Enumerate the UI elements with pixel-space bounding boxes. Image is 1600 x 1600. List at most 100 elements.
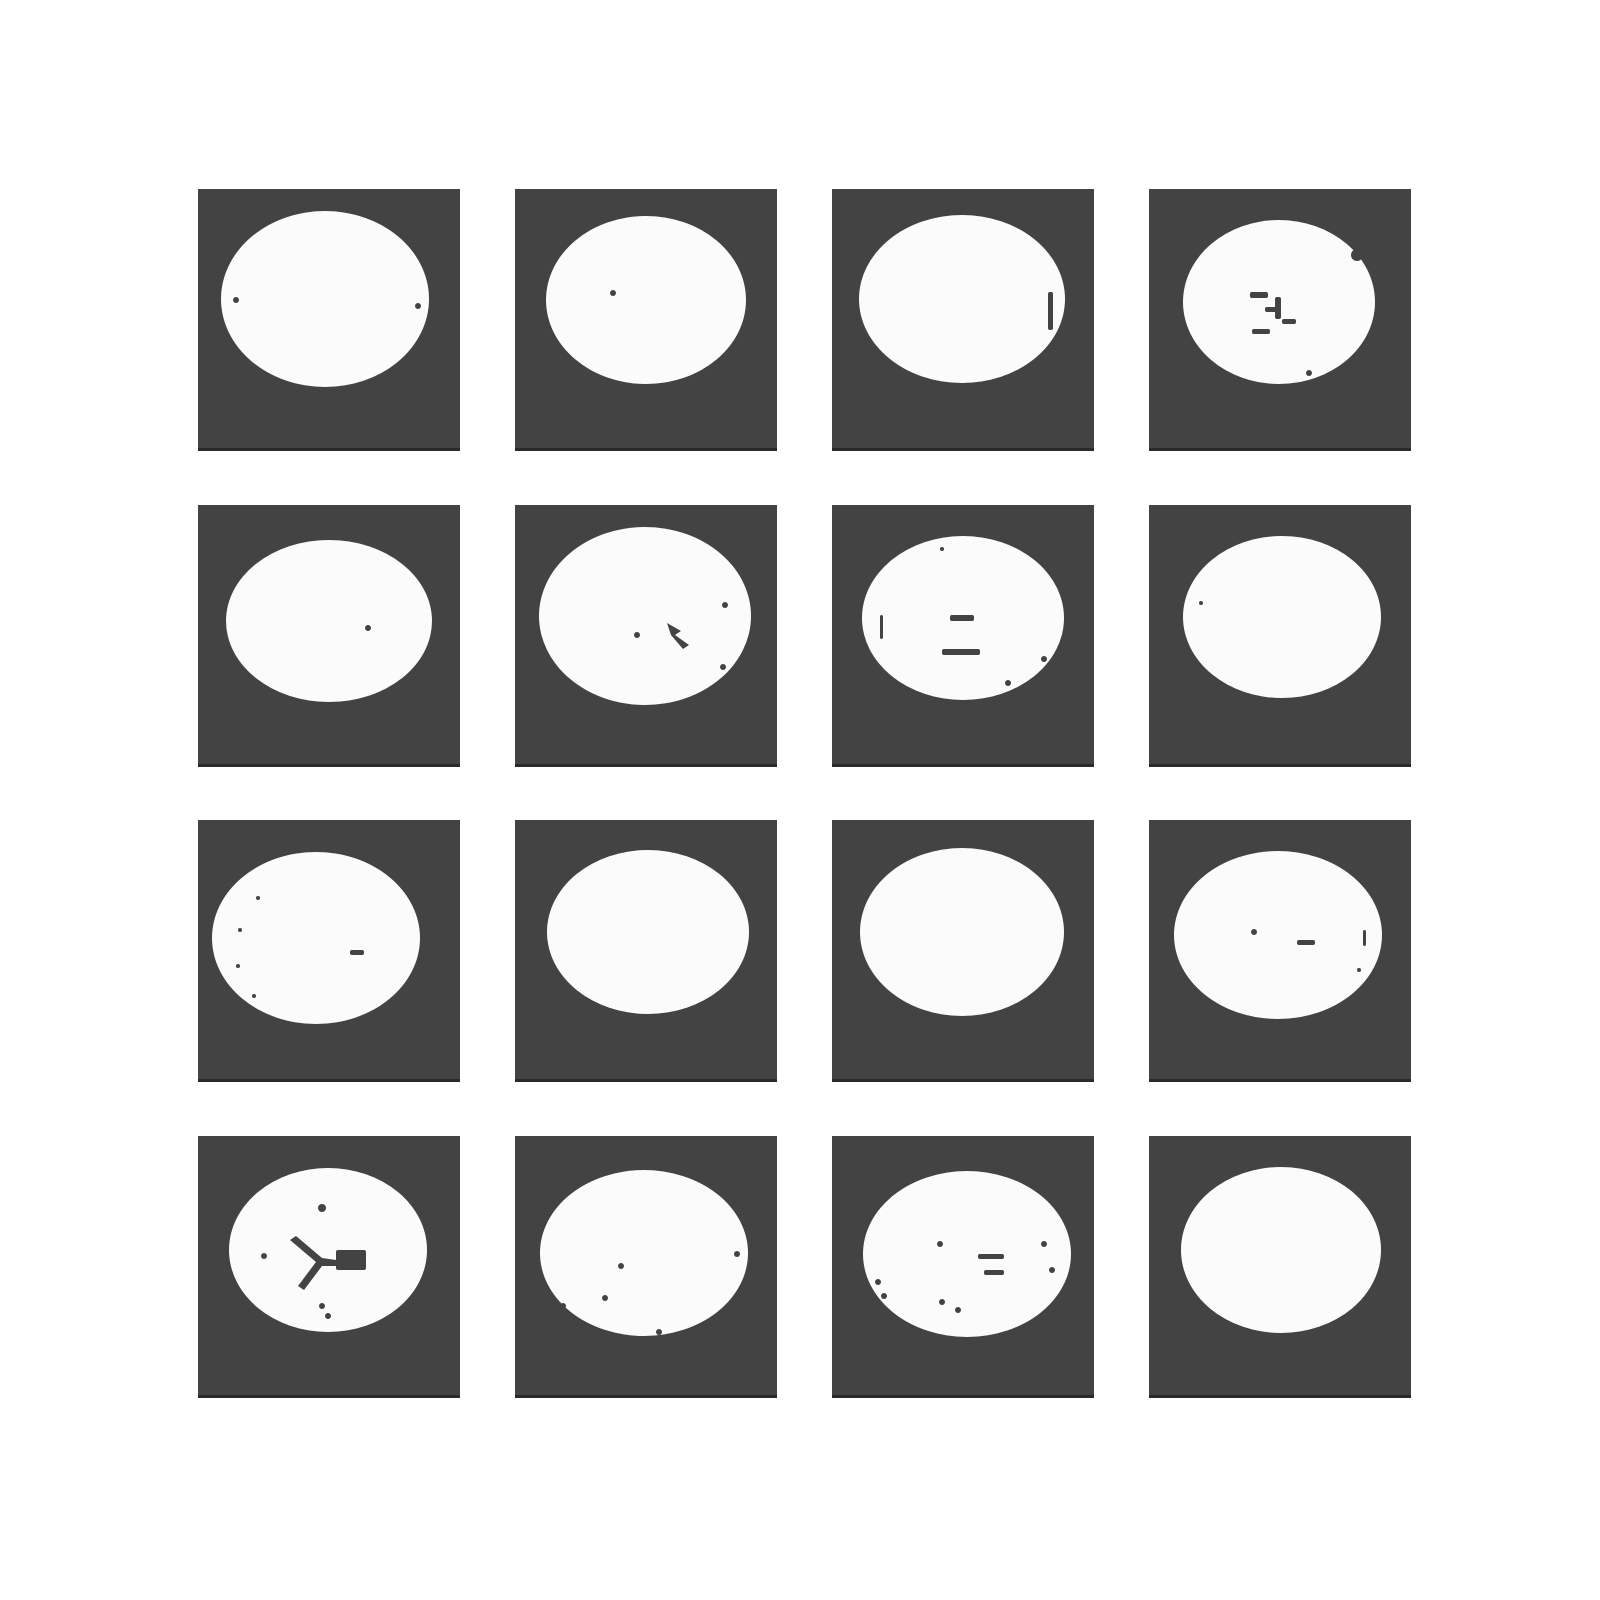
mask-blob xyxy=(1174,851,1382,1019)
mask-blob xyxy=(546,216,746,384)
mask-hole xyxy=(256,896,260,900)
panel-bottom-edge xyxy=(1149,1395,1411,1398)
mask-blob xyxy=(860,848,1064,1016)
mask-image xyxy=(515,505,777,767)
mask-image xyxy=(832,1136,1094,1398)
mask-hole xyxy=(602,1295,608,1301)
mask-hole xyxy=(1282,319,1296,324)
panel-bottom-edge xyxy=(832,1079,1094,1082)
panel-bottom-edge xyxy=(198,1395,460,1398)
mask-hole xyxy=(1351,249,1363,261)
mask-image xyxy=(1149,1136,1411,1398)
mask-image xyxy=(198,189,460,451)
mask-hole xyxy=(252,994,256,998)
mask-hole xyxy=(984,1270,1004,1275)
mask-panel-3 xyxy=(832,189,1094,451)
mask-hole xyxy=(667,623,689,649)
panel-bottom-edge xyxy=(515,448,777,451)
mask-hole xyxy=(618,1263,624,1269)
mask-panel-13 xyxy=(198,1136,460,1398)
mask-hole xyxy=(875,1279,881,1285)
panel-bottom-edge xyxy=(832,1395,1094,1398)
panel-bottom-edge xyxy=(832,764,1094,767)
mask-hole xyxy=(955,1307,961,1313)
panel-bottom-edge xyxy=(1149,764,1411,767)
mask-panel-15 xyxy=(832,1136,1094,1398)
mask-hole xyxy=(1275,297,1281,319)
mask-blob xyxy=(859,215,1065,383)
mask-hole xyxy=(634,632,640,638)
panel-bottom-edge xyxy=(515,1395,777,1398)
mask-hole xyxy=(880,615,883,639)
mask-hole xyxy=(261,1253,267,1259)
mask-blob xyxy=(226,540,432,702)
panel-bottom-edge xyxy=(198,764,460,767)
mask-blob xyxy=(1183,536,1381,698)
mask-hole xyxy=(939,1299,945,1305)
mask-panel-5 xyxy=(198,505,460,767)
mask-hole xyxy=(978,1254,1004,1259)
mask-hole xyxy=(238,928,242,932)
mask-image xyxy=(515,1136,777,1398)
mask-hole xyxy=(1357,968,1361,972)
mask-hole xyxy=(1363,930,1366,946)
mask-hole xyxy=(940,547,944,551)
panel-bottom-edge xyxy=(198,448,460,451)
mask-hole xyxy=(1041,656,1047,662)
mask-hole xyxy=(722,602,728,608)
mask-hole xyxy=(1250,292,1268,298)
mask-hole xyxy=(236,964,240,968)
mask-hole xyxy=(1049,1267,1055,1273)
mask-hole xyxy=(734,1251,740,1257)
mask-image xyxy=(198,1136,460,1398)
mask-panel-14 xyxy=(515,1136,777,1398)
mask-blob xyxy=(540,1170,748,1336)
mask-panel-8 xyxy=(1149,505,1411,767)
mask-hole xyxy=(1306,370,1312,376)
mask-hole xyxy=(325,1313,331,1319)
mask-hole xyxy=(1251,929,1257,935)
mask-panel-10 xyxy=(515,820,777,1082)
mask-image xyxy=(1149,189,1411,451)
mask-image xyxy=(515,820,777,1082)
mask-panel-4 xyxy=(1149,189,1411,451)
mask-panel-6 xyxy=(515,505,777,767)
mask-hole xyxy=(420,926,423,944)
panel-bottom-edge xyxy=(1149,1079,1411,1082)
mask-hole xyxy=(720,664,726,670)
mask-hole xyxy=(1297,940,1315,945)
mask-blob xyxy=(229,1168,427,1332)
mask-hole xyxy=(1199,601,1203,605)
mask-image xyxy=(198,505,460,767)
mask-blob xyxy=(547,850,749,1014)
mask-blob xyxy=(863,1171,1071,1337)
mask-panel-2 xyxy=(515,189,777,451)
panel-bottom-edge xyxy=(1149,448,1411,451)
mask-hole xyxy=(233,297,239,303)
mask-image xyxy=(1149,505,1411,767)
panel-bottom-edge xyxy=(198,1079,460,1082)
mask-panel-11 xyxy=(832,820,1094,1082)
mask-hole xyxy=(881,1293,887,1299)
mask-hole xyxy=(319,1303,325,1309)
mask-hole xyxy=(560,1303,566,1309)
mask-panel-9 xyxy=(198,820,460,1082)
mask-hole xyxy=(610,290,616,296)
mask-hole xyxy=(937,1241,943,1247)
panel-bottom-edge xyxy=(832,448,1094,451)
mask-hole xyxy=(942,649,980,655)
mask-image xyxy=(832,505,1094,767)
mask-hole xyxy=(1005,680,1011,686)
mask-panel-12 xyxy=(1149,820,1411,1082)
mask-image xyxy=(832,820,1094,1082)
mask-blob xyxy=(539,527,751,705)
mask-panel-1 xyxy=(198,189,460,451)
mask-hole xyxy=(365,625,371,631)
mask-hole xyxy=(318,1204,326,1212)
mask-hole xyxy=(656,1329,662,1335)
mask-image xyxy=(515,189,777,451)
mask-blob xyxy=(221,211,429,387)
mask-blob xyxy=(1181,1167,1381,1333)
panel-bottom-edge xyxy=(515,764,777,767)
